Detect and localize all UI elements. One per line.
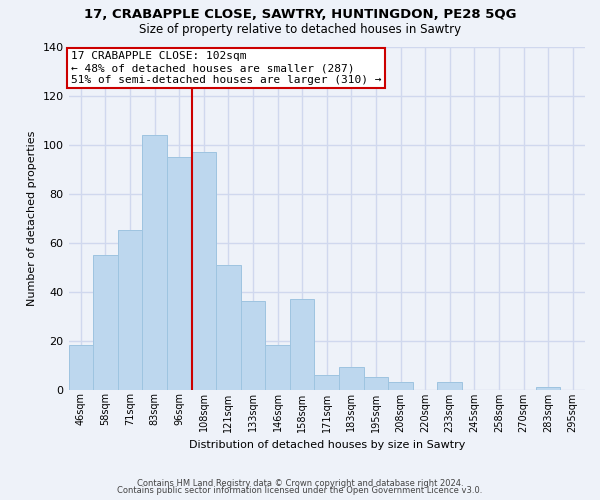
Bar: [142, 134, 167, 390]
Bar: [536, 387, 560, 390]
Bar: [118, 230, 142, 390]
Bar: [93, 255, 118, 390]
Bar: [241, 302, 265, 390]
Bar: [191, 152, 216, 390]
Text: Size of property relative to detached houses in Sawtry: Size of property relative to detached ho…: [139, 22, 461, 36]
Text: Contains public sector information licensed under the Open Government Licence v3: Contains public sector information licen…: [118, 486, 482, 495]
Bar: [68, 346, 93, 390]
Bar: [364, 378, 388, 390]
Bar: [216, 264, 241, 390]
Bar: [437, 382, 462, 390]
Bar: [290, 299, 314, 390]
Text: 17, CRABAPPLE CLOSE, SAWTRY, HUNTINGDON, PE28 5QG: 17, CRABAPPLE CLOSE, SAWTRY, HUNTINGDON,…: [84, 8, 516, 20]
Bar: [388, 382, 413, 390]
Y-axis label: Number of detached properties: Number of detached properties: [27, 130, 37, 306]
Bar: [265, 346, 290, 390]
Bar: [314, 375, 339, 390]
Bar: [167, 157, 191, 390]
Text: Contains HM Land Registry data © Crown copyright and database right 2024.: Contains HM Land Registry data © Crown c…: [137, 478, 463, 488]
X-axis label: Distribution of detached houses by size in Sawtry: Distribution of detached houses by size …: [188, 440, 465, 450]
Text: 17 CRABAPPLE CLOSE: 102sqm
← 48% of detached houses are smaller (287)
51% of sem: 17 CRABAPPLE CLOSE: 102sqm ← 48% of deta…: [71, 52, 382, 84]
Bar: [339, 368, 364, 390]
